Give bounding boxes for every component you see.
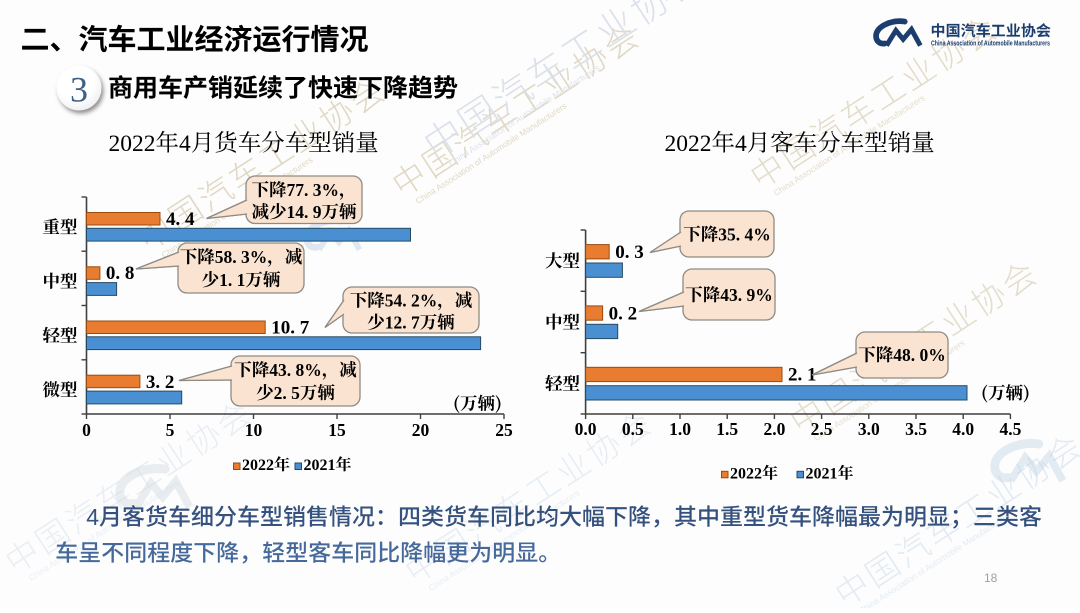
svg-text:10. 7: 10. 7 (271, 318, 310, 339)
svg-text:3: 3 (70, 70, 88, 110)
svg-text:5: 5 (166, 420, 175, 440)
svg-text:3.5: 3.5 (905, 419, 927, 439)
svg-text:3. 2: 3. 2 (146, 372, 175, 393)
svg-text:2021: 2021 (304, 457, 336, 474)
svg-text:2022: 2022 (665, 131, 712, 157)
svg-text:2022: 2022 (109, 131, 156, 157)
svg-text:35. 4%: 35. 4% (718, 224, 771, 244)
svg-text:4.5: 4.5 (999, 419, 1021, 439)
svg-text:China Association of Automobil: China Association of Automobile Manufact… (931, 41, 1050, 48)
svg-text:2. 5: 2. 5 (274, 383, 301, 403)
svg-text:77. 3%: 77. 3% (287, 180, 340, 200)
svg-text:2022: 2022 (730, 466, 762, 483)
svg-text:2.0: 2.0 (763, 419, 785, 439)
svg-text:4. 4: 4. 4 (166, 209, 195, 230)
svg-text:4: 4 (179, 131, 191, 157)
svg-text:18: 18 (984, 571, 998, 585)
svg-text:12. 7: 12. 7 (385, 312, 420, 332)
svg-text:4: 4 (86, 504, 99, 530)
svg-text:0. 2: 0. 2 (609, 303, 638, 324)
svg-text:10: 10 (245, 420, 263, 440)
svg-text:25: 25 (495, 420, 513, 440)
svg-text:48. 0%: 48. 0% (893, 345, 946, 365)
svg-text:58. 3%: 58. 3% (215, 247, 267, 267)
svg-text:0: 0 (82, 420, 91, 440)
svg-text:1.5: 1.5 (716, 419, 738, 439)
svg-text:4: 4 (735, 131, 747, 157)
svg-text:2.5: 2.5 (811, 419, 833, 439)
svg-text:20: 20 (412, 420, 430, 440)
svg-text:0. 3: 0. 3 (615, 242, 644, 263)
svg-text:2022: 2022 (242, 457, 274, 474)
svg-text:54. 2%: 54. 2% (385, 290, 438, 310)
svg-text:1. 1: 1. 1 (219, 270, 245, 290)
svg-text:1.0: 1.0 (669, 419, 691, 439)
svg-text:3.0: 3.0 (858, 419, 880, 439)
svg-text:14. 9: 14. 9 (287, 202, 322, 222)
svg-text:43. 8%: 43. 8% (269, 360, 322, 380)
svg-text:0. 8: 0. 8 (106, 263, 134, 284)
svg-text:0.0: 0.0 (575, 419, 597, 439)
svg-text:2021: 2021 (806, 466, 838, 483)
svg-text:0.5: 0.5 (622, 419, 644, 439)
svg-text:43. 9%: 43. 9% (720, 285, 773, 305)
svg-text:2. 1: 2. 1 (788, 365, 817, 386)
svg-text:15: 15 (328, 420, 346, 440)
svg-text:4.0: 4.0 (952, 419, 974, 439)
